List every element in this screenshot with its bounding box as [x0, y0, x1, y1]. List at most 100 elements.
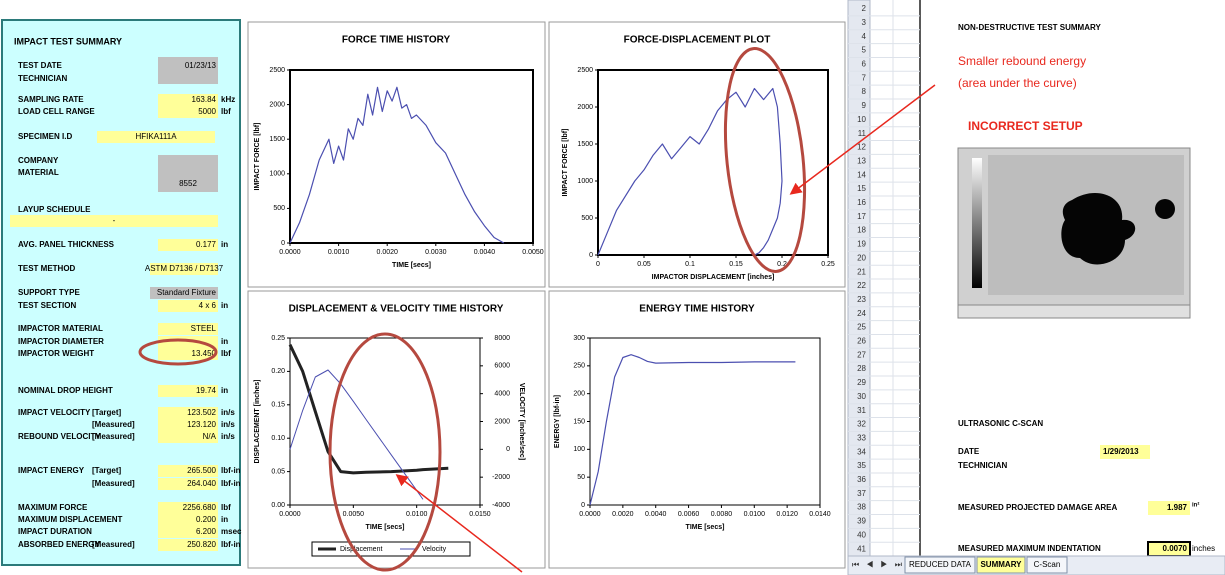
y-tick-label: 0.15 — [271, 402, 285, 409]
sheet-text: 1/29/2013 — [1103, 447, 1139, 456]
x-tick-label: 0.05 — [637, 261, 651, 268]
row-number: 22 — [857, 281, 866, 290]
x-tick-label: 0.0060 — [678, 511, 700, 518]
y-tick-label: 0.25 — [271, 335, 285, 342]
field-value: 8552 — [179, 179, 197, 188]
row-number: 7 — [862, 73, 867, 82]
x-tick-label: 0.0000 — [279, 511, 301, 518]
row-number: 41 — [857, 544, 866, 553]
field-value: 250.820 — [187, 540, 216, 549]
field-unit: lbf-in — [221, 466, 241, 475]
field-label: IMPACTOR WEIGHT — [18, 349, 94, 358]
field-unit: in — [221, 515, 228, 524]
sheet-text: 0.0070 — [1163, 544, 1188, 553]
field-label: IMPACTOR MATERIAL — [18, 324, 103, 333]
x-tick-label: 0 — [596, 261, 600, 268]
sheet-text: MEASURED MAXIMUM INDENTATION — [958, 544, 1101, 553]
y-tick-label: 0 — [589, 252, 593, 259]
x-tick-label: 0.0150 — [469, 511, 491, 518]
row-number: 37 — [857, 489, 866, 498]
x-tick-label: 0.25 — [821, 261, 835, 268]
y-tick-label: 2000 — [577, 104, 593, 111]
y2-tick-label: -2000 — [492, 474, 510, 481]
x-axis-label: TIME [secs] — [392, 262, 431, 269]
field-label: REBOUND VELOCITY — [18, 432, 101, 441]
sheet-tab-label[interactable]: SUMMARY — [980, 560, 1022, 569]
y-tick-label: 200 — [573, 391, 585, 398]
field-label: TEST SECTION — [18, 301, 76, 310]
sheet-text: DATE — [958, 447, 980, 456]
sheet-tab-label[interactable]: REDUCED DATA — [909, 560, 972, 569]
field-unit: in — [221, 240, 228, 249]
field-unit: in/s — [221, 432, 235, 441]
sheet-text: inches — [1192, 544, 1215, 553]
field-value: 2256.680 — [183, 503, 217, 512]
row-number: 4 — [862, 32, 867, 41]
chart-panel — [248, 22, 545, 287]
x-axis-label: TIME [secs] — [686, 524, 725, 531]
screenshot: IMPACT TEST SUMMARYTEST DATE01/23/13TECH… — [0, 0, 1225, 575]
row-number: 28 — [857, 364, 866, 373]
field-qualifier: [Target] — [92, 466, 122, 475]
field-label: TEST DATE — [18, 61, 63, 70]
row-number: 30 — [857, 392, 866, 401]
field-label: TEST METHOD — [18, 264, 76, 273]
field-label: IMPACT DURATION — [18, 527, 92, 536]
field-unit: in — [221, 337, 228, 346]
cscan-image — [958, 148, 1190, 318]
field-value: 0.200 — [196, 515, 217, 524]
field-label: LOAD CELL RANGE — [18, 107, 95, 116]
y-tick-label: 1000 — [269, 171, 285, 178]
row-number: 19 — [857, 240, 866, 249]
field-label: SUPPORT TYPE — [18, 288, 80, 297]
row-number: 2 — [862, 4, 867, 13]
field-unit: lbf — [221, 503, 231, 512]
x-tick-label: 0.15 — [729, 261, 743, 268]
y-tick-label: 2500 — [577, 67, 593, 74]
row-number: 26 — [857, 337, 866, 346]
x-tick-label: 0.0040 — [474, 249, 496, 256]
y-axis-label: ENERGY [lbf-in] — [554, 395, 561, 448]
sheet-tab-label[interactable]: C-Scan — [1034, 560, 1061, 569]
field-value: 01/23/13 — [185, 61, 217, 70]
sheet-text: NON-DESTRUCTIVE TEST SUMMARY — [958, 23, 1101, 32]
legend-label: Velocity — [422, 546, 447, 553]
field-unit: in/s — [221, 420, 235, 429]
row-number: 18 — [857, 226, 866, 235]
annotation: Smaller rebound energy — [958, 54, 1086, 68]
y2-tick-label: -4000 — [492, 502, 510, 509]
y-tick-label: 1500 — [269, 136, 285, 143]
y2-axis-label: VELOCITY [inches/sec] — [518, 383, 525, 460]
row-number: 17 — [857, 212, 866, 221]
row-number: 5 — [862, 46, 867, 55]
row-number: 38 — [857, 503, 866, 512]
y-tick-label: 300 — [573, 335, 585, 342]
y2-tick-label: 2000 — [494, 418, 510, 425]
row-number: 6 — [862, 60, 867, 69]
field-value: 19.74 — [196, 386, 217, 395]
x-tick-label: 0.0000 — [279, 249, 301, 256]
y-axis-label: IMPACT FORCE [lbf] — [562, 129, 569, 197]
x-tick-label: 0.0120 — [776, 511, 798, 518]
row-number: 11 — [858, 129, 867, 138]
y-tick-label: 0 — [581, 502, 585, 509]
sheet-text: ULTRASONIC C-SCAN — [958, 419, 1043, 428]
y2-tick-label: 8000 — [494, 335, 510, 342]
row-number: 20 — [857, 253, 866, 262]
field-unit: lbf — [221, 107, 231, 116]
y2-tick-label: 4000 — [494, 391, 510, 398]
field-value: Standard Fixture — [157, 288, 217, 297]
row-number: 3 — [862, 18, 867, 27]
field-value: 4 x 6 — [199, 301, 217, 310]
field-qualifier: [Measured] — [92, 420, 135, 429]
row-number: 32 — [857, 420, 866, 429]
x-tick-label: 0.0020 — [376, 249, 398, 256]
field-value: 5000 — [198, 107, 216, 116]
row-number: 40 — [857, 530, 866, 539]
y-tick-label: 2500 — [269, 67, 285, 74]
legend-label: Displacement — [340, 546, 382, 553]
row-number: 36 — [857, 475, 866, 484]
chart-title: FORCE-DISPLACEMENT PLOT — [624, 35, 771, 46]
chart-panel — [549, 22, 845, 287]
field-qualifier: [Measured] — [92, 540, 135, 549]
